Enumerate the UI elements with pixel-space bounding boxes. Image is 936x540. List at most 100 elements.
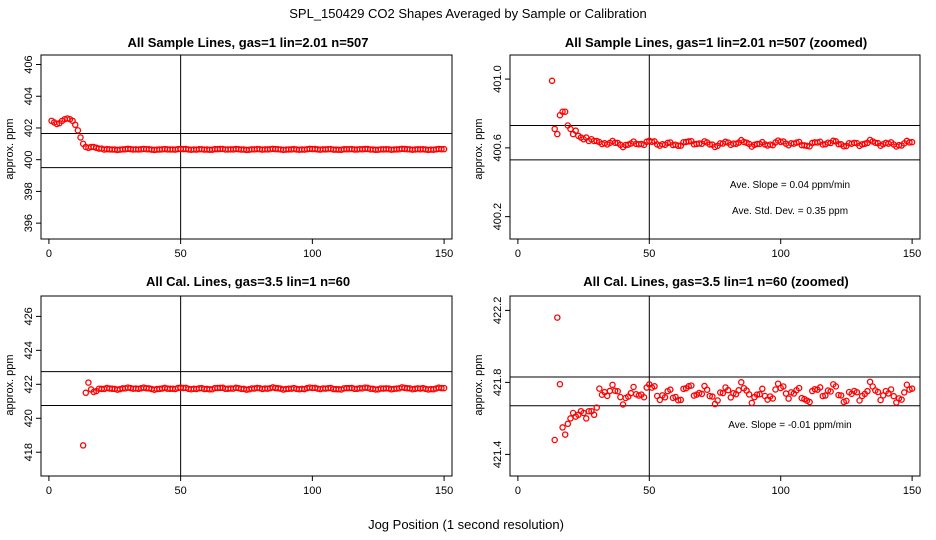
cal-lines-zoomed-data-point <box>866 378 874 386</box>
cal-lines-data-point <box>79 442 87 449</box>
cal-lines-zoomed-data-point <box>609 381 616 389</box>
sample-lines-zoomed-annotation: Ave. Slope = 0.04 ppm/min <box>730 180 850 191</box>
cal-lines-zoomed-data-point <box>661 394 669 401</box>
panel-cal-lines-zoomed-title: All Cal. Lines, gas=3.5 lin=1 n=60 (zoom… <box>583 274 849 289</box>
sample-lines-zoomed-data-point <box>793 139 800 146</box>
sample-lines-zoomed-data-point <box>648 138 656 146</box>
cal-lines-zoomed-x-tick-label: 0 <box>515 485 521 497</box>
cal-lines-zoomed-x-tick-label: 100 <box>772 485 790 497</box>
cal-lines-zoomed-data-point <box>827 388 834 395</box>
sample-lines-zoomed-data-point <box>908 138 916 146</box>
cal-lines-zoomed-data-point <box>680 385 687 393</box>
sample-lines-data-point <box>72 121 79 129</box>
cal-lines-x-tick-label: 150 <box>435 485 453 497</box>
cal-lines-zoomed-data-point <box>677 396 685 404</box>
cal-lines-zoomed-data-point <box>706 392 713 400</box>
sample-lines-zoomed-data-point <box>559 108 566 116</box>
cal-lines-y-tick-label: 424 <box>23 341 35 359</box>
cal-lines-zoomed-data-point <box>698 390 706 398</box>
panel-sample-lines-zoomed-title: All Sample Lines, gas=1 lin=2.01 n=507 (… <box>565 35 867 50</box>
sample-lines-x-tick-label: 0 <box>46 248 52 260</box>
cal-lines-zoomed-data-point <box>898 396 905 403</box>
cal-lines-zoomed-data-point <box>674 397 682 404</box>
cal-lines-zoomed-data-point <box>619 401 627 408</box>
cal-lines-zoomed-data-point <box>703 386 711 393</box>
cal-lines-zoomed-data-point <box>837 392 845 399</box>
cal-lines-data-point <box>438 384 445 392</box>
cal-lines-zoomed-data-point <box>816 384 824 391</box>
cal-lines-zoomed-data-point <box>748 399 756 407</box>
sample-lines-zoomed-annotation: Ave. Std. Dev. = 0.35 ppm <box>732 206 848 217</box>
sample-lines-zoomed-y-tick-label: 400.6 <box>492 134 504 162</box>
sample-lines-zoomed-data-point <box>906 139 913 146</box>
cal-lines-zoomed-y-tick-label: 421.8 <box>492 369 504 397</box>
cal-lines-zoomed-data-point <box>832 383 840 390</box>
panel-sample-lines-title: All Sample Lines, gas=1 lin=2.01 n=507 <box>128 35 369 50</box>
cal-lines-zoomed-data-point <box>614 387 622 395</box>
cal-lines-plot-frame <box>40 295 453 477</box>
panel-sample-lines-zoomed: All Sample Lines, gas=1 lin=2.01 n=507 (… <box>473 35 921 260</box>
cal-lines-zoomed-data-point <box>877 396 884 404</box>
cal-lines-y-tick-label: 426 <box>23 307 35 325</box>
cal-lines-zoomed-data-point <box>887 386 895 393</box>
sample-lines-zoomed-data-point <box>611 139 619 147</box>
cal-lines-zoomed-data-point <box>688 382 695 389</box>
panel-sample-lines: All Sample Lines, gas=1 lin=2.01 n=507 a… <box>4 35 453 260</box>
cal-lines-zoomed-y-tick-label: 422.2 <box>492 297 504 325</box>
sample-lines-data-point <box>77 134 84 141</box>
cal-lines-x-tick-label: 100 <box>303 485 321 497</box>
figure-main-title: SPL_150429 CO2 Shapes Averaged by Sample… <box>289 6 647 21</box>
sample-lines-zoomed-plot-frame <box>509 54 921 240</box>
cal-lines-zoomed-data-point <box>590 411 598 419</box>
cal-lines-zoomed-x-tick-label: 150 <box>903 485 921 497</box>
cal-lines-zoomed-plot-frame <box>509 295 921 477</box>
sample-lines-zoomed-data-point <box>824 139 832 146</box>
sample-lines-zoomed-data-point <box>766 141 774 148</box>
cal-lines-zoomed-data-point <box>853 388 861 396</box>
cal-lines-data-point <box>440 384 448 392</box>
sample-lines-zoomed-data-point <box>706 141 713 148</box>
sample-lines-zoomed-data-point <box>830 137 837 145</box>
sample-lines-zoomed-y-tick-label: 401.0 <box>492 65 504 93</box>
cal-lines-zoomed-data-point <box>640 393 648 401</box>
sample-lines-zoomed-data-point <box>872 139 879 146</box>
cal-lines-zoomed-data-point <box>559 424 566 431</box>
sample-lines-zoomed-x-tick-label: 0 <box>515 248 521 260</box>
cal-lines-x-tick-label: 50 <box>175 485 187 497</box>
cal-lines-zoomed-data-point <box>785 395 792 402</box>
cal-lines-zoomed-data-point <box>759 385 766 393</box>
cal-lines-zoomed-data-point <box>724 386 732 394</box>
cal-lines-zoomed-data-point <box>714 397 721 404</box>
cal-lines-zoomed-data-point <box>819 392 827 400</box>
cal-lines-zoomed-data-point <box>656 396 664 404</box>
cal-lines-zoomed-data-point <box>890 392 897 400</box>
cal-lines-zoomed-data-point <box>603 392 611 400</box>
sample-lines-x-tick-label: 50 <box>175 248 187 260</box>
cal-lines-zoomed-data-point <box>561 431 569 438</box>
cal-lines-zoomed-data-point <box>630 383 637 391</box>
panel-cal-lines-y-axis-label: approx. ppm <box>4 354 16 415</box>
cal-lines-zoomed-data-point <box>795 384 803 392</box>
cal-lines-x-tick-label: 0 <box>46 485 52 497</box>
cal-lines-zoomed-data-point <box>717 389 724 396</box>
sample-lines-zoomed-data-point <box>674 142 682 150</box>
cal-lines-zoomed-data-point <box>864 387 871 395</box>
sample-lines-y-tick-label: 406 <box>23 55 35 73</box>
sample-lines-zoomed-data-point <box>695 140 703 147</box>
figure-x-axis-label: Jog Position (1 second resolution) <box>368 517 564 532</box>
sample-lines-y-tick-label: 396 <box>23 214 35 232</box>
cal-lines-zoomed-data-point <box>582 415 590 422</box>
cal-lines-zoomed-data-point <box>596 385 603 392</box>
sample-lines-data-point <box>440 145 448 153</box>
cal-lines-zoomed-data-point <box>908 385 916 392</box>
sample-lines-data-point <box>438 145 445 153</box>
cal-lines-zoomed-data-point <box>753 391 761 398</box>
cal-lines-zoomed-data-point <box>903 381 911 388</box>
cal-lines-zoomed-data-point <box>651 383 658 390</box>
cal-lines-zoomed-data-point <box>685 383 692 390</box>
sample-lines-y-tick-label: 400 <box>23 151 35 169</box>
cal-lines-zoomed-y-tick-label: 421.4 <box>492 441 504 469</box>
sample-lines-zoomed-x-tick-label: 100 <box>772 248 790 260</box>
